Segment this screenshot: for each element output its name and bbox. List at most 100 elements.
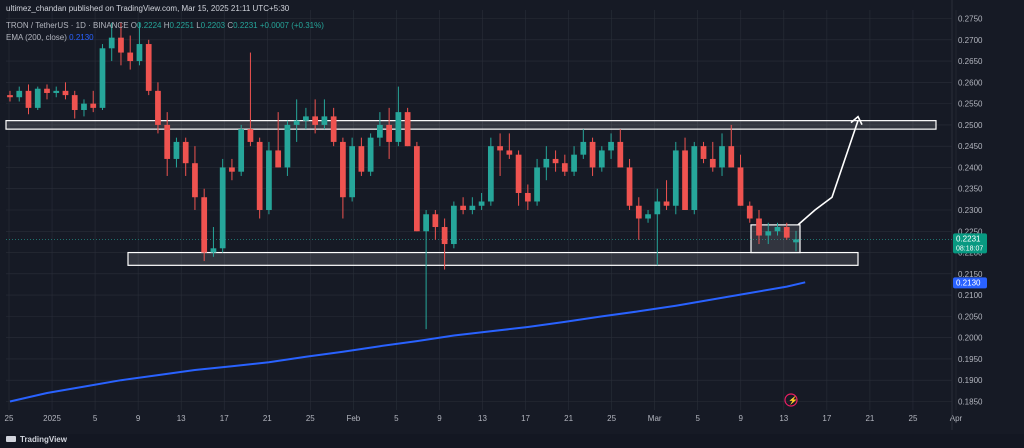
candle-body	[561, 163, 568, 172]
projection-path	[797, 120, 859, 226]
candle-body	[478, 201, 485, 206]
candle-body	[663, 201, 670, 206]
candle-body	[598, 150, 605, 168]
ema-line	[9, 281, 806, 403]
candle-body	[487, 146, 494, 202]
candle-body	[506, 150, 513, 155]
x-tick-label: 5	[696, 414, 701, 423]
candle-body	[71, 95, 78, 110]
x-tick-label: 25	[5, 414, 14, 423]
candle-body	[136, 44, 143, 62]
x-tick-label: 9	[437, 414, 442, 423]
y-tick-label: 0.2450	[958, 142, 983, 151]
candle-body	[672, 150, 679, 206]
candle-body	[62, 90, 69, 96]
close-value: 0.2231	[233, 21, 258, 30]
y-tick-label: 0.1950	[958, 355, 983, 364]
candle-body	[164, 124, 171, 159]
candle-body	[182, 141, 189, 164]
current-price-tag	[953, 233, 987, 254]
candle-body	[580, 141, 587, 155]
candle-body	[404, 112, 411, 147]
ema-price-tag	[953, 277, 987, 289]
x-tick-label: 21	[564, 414, 573, 423]
candle-body	[367, 137, 374, 172]
candle-body	[793, 239, 799, 243]
event-marker-glyph: ⚡	[788, 395, 798, 405]
candle-body	[53, 90, 60, 93]
y-tick-label: 0.2000	[958, 334, 983, 343]
symbol-ohlc-line: TRON / TetherUS · 1D · BINANCE O0.2224 H…	[6, 21, 324, 30]
candle-body	[432, 214, 439, 228]
candle-body	[617, 141, 624, 168]
candle-body	[719, 146, 725, 168]
candle-body	[682, 150, 688, 210]
x-tick-label: 9	[136, 414, 141, 423]
candle-body	[460, 205, 466, 210]
candle-body	[210, 248, 217, 253]
close-label: C	[227, 21, 234, 30]
x-tick-label: 13	[478, 414, 487, 423]
candle-body	[173, 141, 180, 159]
zone-box	[127, 251, 859, 266]
candle-body	[571, 154, 577, 172]
ema-legend[interactable]: EMA (200, close) 0.2130	[6, 33, 94, 42]
y-tick-label: 0.2050	[958, 312, 983, 321]
candle-body	[108, 37, 115, 49]
publisher-line: ultimez_chandan published on TradingView…	[6, 4, 290, 13]
candle-body	[90, 103, 97, 108]
y-tick-label: 0.2100	[958, 291, 983, 300]
y-tick-label: 0.2600	[958, 78, 983, 87]
candle-body	[201, 197, 208, 253]
candle-body	[728, 146, 735, 168]
candle-body	[155, 90, 161, 125]
zone-box	[5, 120, 937, 130]
x-tick-label: 17	[822, 414, 831, 423]
candle-body	[746, 205, 753, 219]
candle-body	[303, 116, 309, 121]
y-tick-label: 0.1900	[958, 376, 983, 385]
candle-body	[645, 214, 651, 219]
candle-body	[737, 167, 744, 206]
candle-body	[469, 205, 476, 210]
high-label: H	[163, 21, 170, 30]
candle-body	[7, 95, 13, 98]
candle-body	[25, 90, 32, 108]
candle-body	[386, 124, 392, 142]
candle-body	[81, 103, 87, 110]
ema-value: 0.2130	[69, 33, 94, 42]
x-tick-label: 25	[909, 414, 918, 423]
symbol-label[interactable]: TRON / TetherUS · 1D · BINANCE	[6, 21, 129, 30]
tv-logo-icon	[6, 436, 16, 442]
tradingview-logo[interactable]: TradingView	[6, 435, 67, 444]
ema-price-value: 0.2130	[956, 278, 981, 287]
candle-body	[691, 146, 698, 210]
y-tick-label: 0.2250	[958, 227, 983, 236]
y-tick-label: 0.2300	[958, 206, 983, 215]
candle-body	[358, 146, 365, 172]
open-label: O	[130, 21, 138, 30]
y-tick-label: 0.2550	[958, 100, 983, 109]
x-tick-label: Apr	[950, 414, 963, 423]
candle-body	[377, 124, 383, 138]
candle-body	[395, 112, 402, 142]
brand-text: TradingView	[20, 435, 67, 444]
candle-body	[330, 116, 337, 142]
low-label: L	[196, 21, 201, 30]
x-tick-label: 5	[394, 414, 399, 423]
candle-body	[321, 116, 328, 125]
candle-body	[293, 120, 300, 125]
candle-body	[349, 146, 356, 198]
candle-body	[534, 167, 540, 202]
x-tick-label: 17	[521, 414, 530, 423]
candle-body	[312, 116, 319, 125]
candle-body	[34, 88, 41, 108]
y-tick-label: 0.2500	[958, 121, 983, 130]
event-marker-icon	[784, 393, 798, 407]
countdown-value: 08:18:07	[956, 245, 983, 252]
candle-body	[654, 201, 661, 215]
current-price-value: 0.2231	[956, 234, 981, 243]
candle-body	[441, 227, 448, 245]
